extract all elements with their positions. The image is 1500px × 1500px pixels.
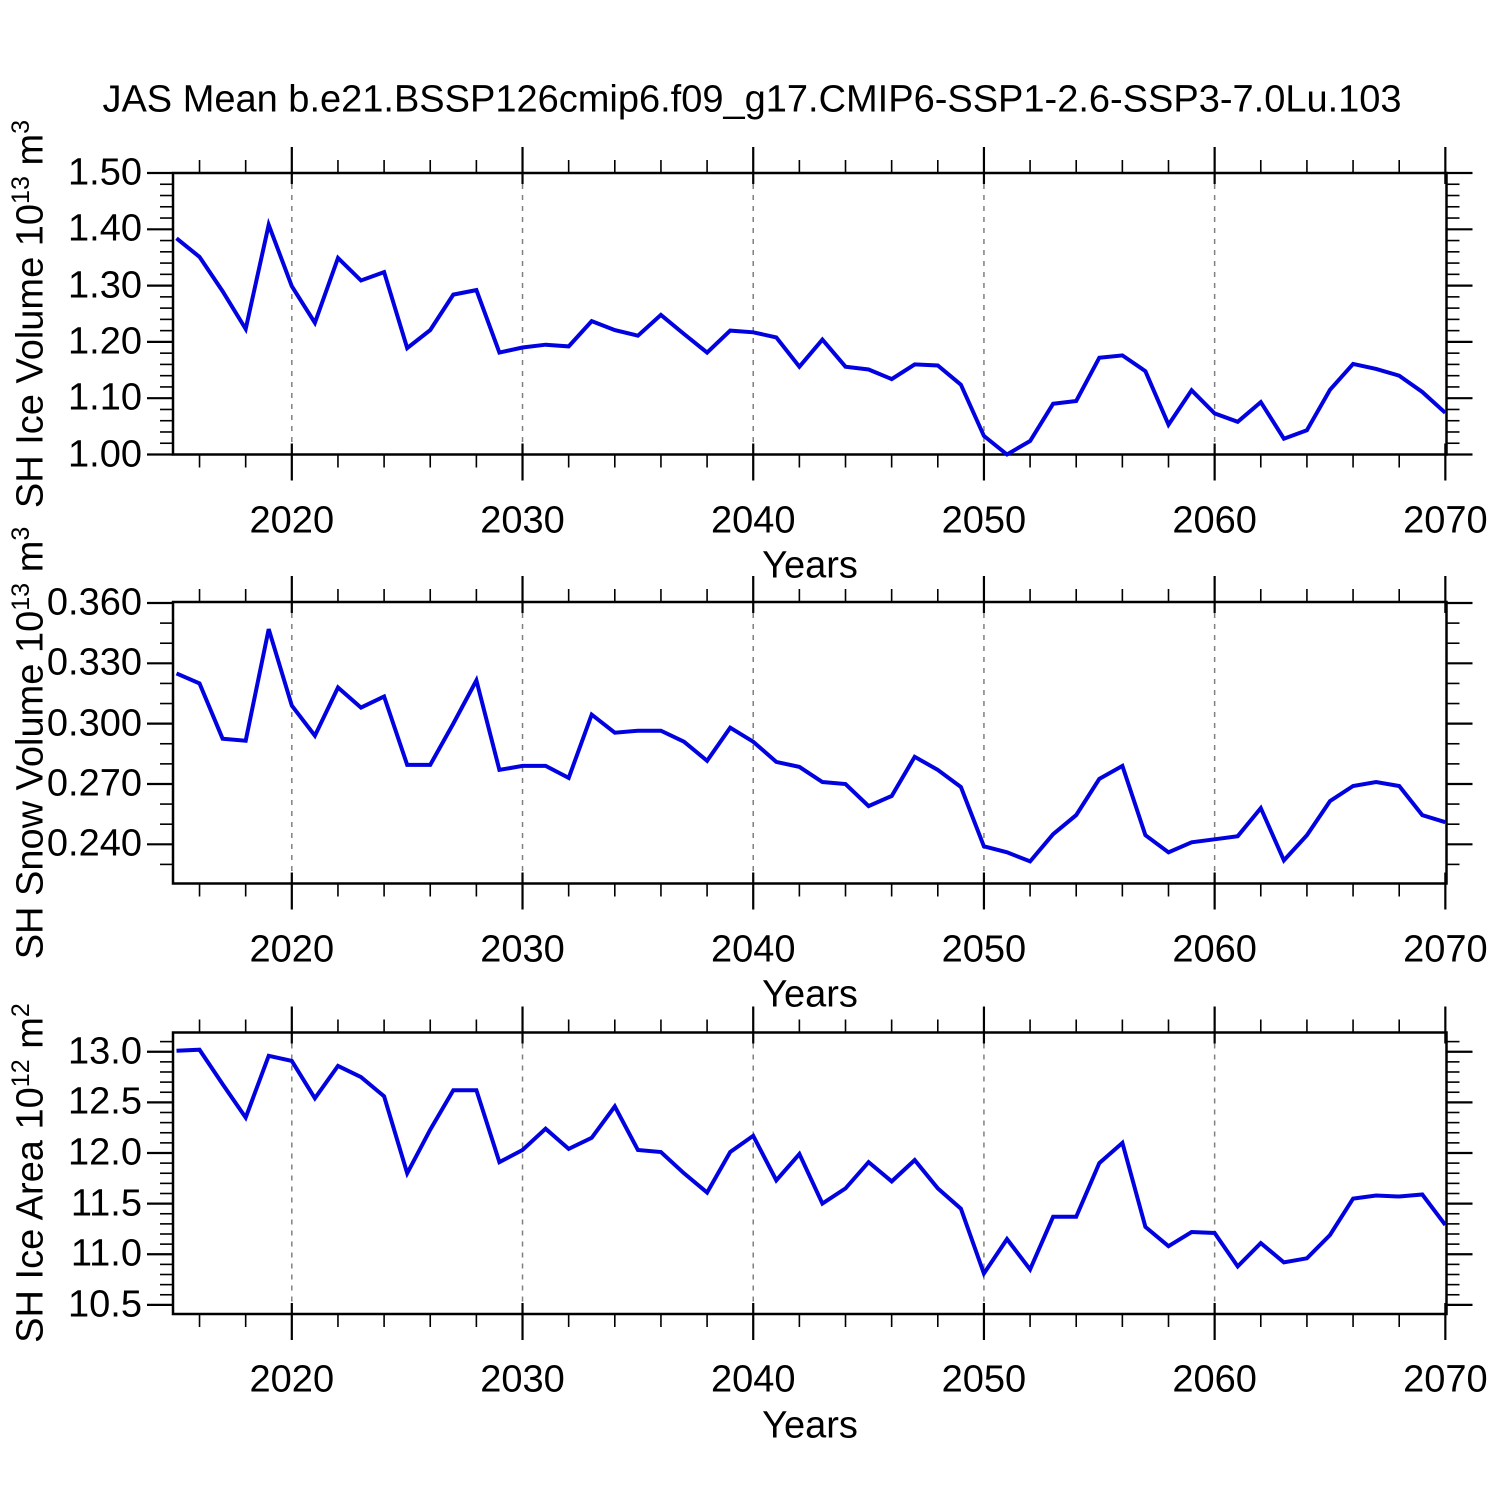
y-tick-label: 1.20 <box>68 320 142 363</box>
figure-title: JAS Mean b.e21.BSSP126cmip6.f09_g17.CMIP… <box>102 78 1402 121</box>
y-axis-title-ice-volume: SH Ice Volume 1013 m3 <box>6 119 53 508</box>
data-line-sh-snow-volume <box>175 628 1446 865</box>
y-tick-label: 1.30 <box>68 264 142 307</box>
y-axis-title-unit: m <box>9 1017 52 1060</box>
y-tick-label: 0.330 <box>46 641 142 684</box>
panel-sh-ice-area <box>147 1006 1473 1340</box>
y-axis-title-unit: m <box>9 133 52 176</box>
y-tick-label: 13.0 <box>68 1030 142 1073</box>
exponent: 13 <box>6 582 35 611</box>
x-tick-label: 2030 <box>480 928 565 970</box>
x-tick-label: 2060 <box>1172 1358 1257 1401</box>
y-axis-title-unit: m <box>9 540 52 583</box>
plot-frame <box>171 171 1448 456</box>
y-tick-label: 1.50 <box>68 151 142 194</box>
y-tick-label: 1.00 <box>68 433 142 475</box>
data-line-sh-ice-volume <box>175 217 1447 457</box>
y-axis-title-ice-area: SH Ice Area 1012 m2 <box>6 1003 53 1344</box>
x-tick-label: 2050 <box>941 1358 1027 1401</box>
y-axis-title-text: SH Ice Volume 10 <box>9 203 52 508</box>
exponent: 12 <box>6 1059 35 1088</box>
y-tick-label: 0.300 <box>46 702 142 745</box>
x-tick-label: 2070 <box>1403 1358 1488 1401</box>
y-tick-label: 12.5 <box>68 1080 142 1123</box>
x-axis-title-panel2: Years <box>762 973 858 1016</box>
y-axis-title-text: SH Ice Area 10 <box>9 1087 52 1344</box>
unit-exponent: 3 <box>6 526 35 541</box>
panel-sh-snow-volume <box>147 576 1473 910</box>
panel-sh-ice-volume <box>147 147 1473 481</box>
x-tick-label: 2060 <box>1172 928 1257 970</box>
unit-exponent: 3 <box>6 119 35 134</box>
y-tick-label: 1.40 <box>68 207 142 250</box>
x-tick-label: 2050 <box>941 499 1027 541</box>
y-axis-title-text: SH Snow Volume 10 <box>9 610 52 960</box>
y-tick-label: 0.270 <box>46 762 142 805</box>
y-tick-label: 11.5 <box>70 1182 142 1225</box>
x-tick-label: 2050 <box>941 928 1027 970</box>
y-tick-label: 11.0 <box>70 1232 142 1275</box>
y-tick-label: 0.360 <box>46 581 142 624</box>
x-tick-label: 2070 <box>1403 928 1488 970</box>
unit-exponent: 2 <box>6 1003 35 1018</box>
x-tick-label: 2040 <box>710 928 796 970</box>
x-tick-label: 2070 <box>1403 499 1488 541</box>
x-axis-title-panel3: Years <box>762 1404 858 1447</box>
y-tick-label: 0.240 <box>46 822 142 865</box>
x-tick-label: 2020 <box>249 1358 335 1401</box>
x-tick-label: 2020 <box>249 928 335 970</box>
x-axis-title-panel1: Years <box>762 544 858 587</box>
y-axis-title-snow-volume: SH Snow Volume 1013 m3 <box>6 526 53 960</box>
x-tick-label: 2060 <box>1172 499 1257 541</box>
x-tick-label: 2030 <box>480 1358 565 1401</box>
x-tick-label: 2030 <box>480 499 565 541</box>
data-line-sh-ice-area <box>176 1047 1447 1278</box>
x-tick-label: 2020 <box>249 499 335 541</box>
y-tick-label: 1.10 <box>68 376 142 419</box>
y-tick-label: 12.0 <box>68 1131 142 1174</box>
exponent: 13 <box>6 175 35 204</box>
x-tick-label: 2040 <box>710 499 796 541</box>
y-tick-label: 10.5 <box>68 1283 142 1326</box>
x-tick-label: 2040 <box>710 1358 796 1401</box>
plot-frame <box>171 600 1448 885</box>
